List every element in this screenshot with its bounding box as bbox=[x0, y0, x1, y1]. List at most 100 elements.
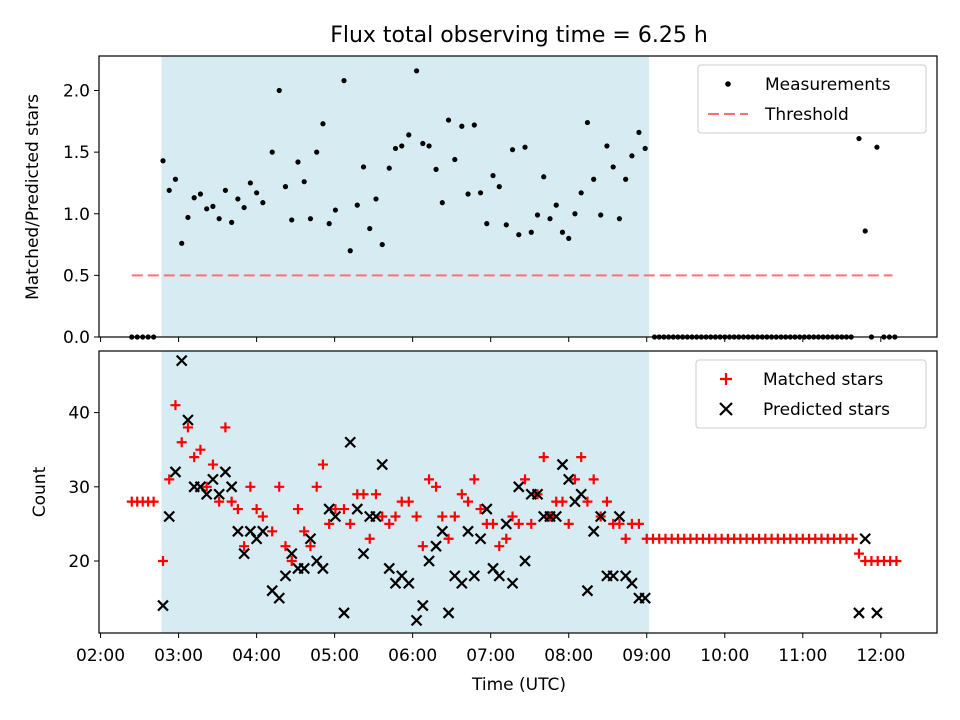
measurement-point-67 bbox=[559, 229, 566, 235]
matched-star-marker-7 bbox=[170, 400, 181, 411]
measurement-point-35 bbox=[354, 202, 360, 208]
bottom-x-tick-label-4: 06:00 bbox=[388, 646, 437, 666]
measurement-point-25 bbox=[289, 217, 295, 223]
measurement-point-76 bbox=[616, 216, 623, 222]
measurement-point-60 bbox=[516, 232, 522, 238]
measurement-point-7 bbox=[172, 176, 179, 182]
measurement-point-48 bbox=[439, 200, 445, 206]
bottom-x-axis-label: Time (UTC) bbox=[471, 675, 566, 695]
measurement-point-61 bbox=[522, 144, 528, 150]
matched-star-marker-15 bbox=[220, 422, 231, 433]
matched-star-marker-27 bbox=[299, 526, 310, 537]
predicted-star-marker-13 bbox=[238, 547, 250, 560]
predicted-star-marker-78 bbox=[871, 607, 883, 619]
matched-star-marker-22 bbox=[267, 526, 278, 537]
measurement-point-10 bbox=[191, 195, 197, 201]
predicted-star-marker-42 bbox=[430, 540, 442, 552]
predicted-star-marker-30 bbox=[351, 503, 364, 515]
measurement-point-26 bbox=[295, 159, 301, 165]
predicted-star-marker-77 bbox=[859, 532, 871, 545]
predicted-star-marker-4 bbox=[182, 414, 194, 426]
matched-star-marker-29 bbox=[311, 481, 322, 492]
matched-star-marker-9 bbox=[182, 422, 193, 433]
bottom-x-tick-label-9: 11:00 bbox=[778, 646, 827, 666]
predicted-star-markers bbox=[157, 354, 883, 627]
predicted-star-marker-49 bbox=[474, 532, 487, 545]
measurement-point-13 bbox=[210, 203, 216, 209]
measurement-point-30 bbox=[320, 121, 326, 127]
measurement-point-52 bbox=[465, 191, 471, 197]
measurement-point-70 bbox=[578, 190, 584, 196]
bottom-legend-box bbox=[695, 359, 927, 429]
matched-star-marker-72 bbox=[588, 474, 599, 485]
matched-star-marker-79 bbox=[633, 518, 644, 529]
matched-star-marker-17 bbox=[232, 504, 243, 515]
predicted-star-marker-20 bbox=[285, 547, 298, 560]
measurement-point-64 bbox=[541, 174, 547, 180]
measurement-point-33 bbox=[341, 78, 347, 84]
predicted-star-marker-10 bbox=[219, 466, 232, 478]
matched-star-marker-18 bbox=[239, 541, 250, 552]
matched-star-marker-32 bbox=[330, 504, 341, 515]
matched-star-marker-5 bbox=[157, 556, 168, 567]
top-panel-frame bbox=[98, 55, 938, 338]
predicted-star-marker-33 bbox=[370, 510, 382, 523]
matched-star-marker-57 bbox=[494, 541, 505, 552]
top-y-tick-label-3: 1.5 bbox=[63, 143, 90, 163]
measurement-point-5 bbox=[160, 158, 166, 164]
predicted-star-marker-8 bbox=[207, 473, 219, 486]
measurement-point-11 bbox=[197, 191, 204, 197]
predicted-star-marker-35 bbox=[383, 562, 396, 575]
matched-star-marker-39 bbox=[377, 511, 388, 522]
matched-star-marker-14 bbox=[214, 496, 225, 507]
predicted-star-marker-12 bbox=[232, 525, 244, 538]
measurement-point-24 bbox=[282, 184, 289, 190]
matched-star-marker-113 bbox=[847, 533, 858, 544]
matched-star-marker-58 bbox=[501, 533, 512, 544]
measurement-point-41 bbox=[392, 145, 399, 152]
matched-star-marker-56 bbox=[488, 518, 499, 529]
measurement-point-31 bbox=[326, 221, 332, 227]
matched-star-marker-49 bbox=[443, 533, 454, 544]
matched-star-marker-76 bbox=[614, 518, 625, 529]
predicted-star-marker-66 bbox=[581, 584, 594, 597]
measurement-point-71 bbox=[584, 119, 591, 126]
measurement-point-73 bbox=[598, 212, 604, 218]
predicted-star-marker-28 bbox=[338, 607, 350, 619]
predicted-star-marker-63 bbox=[562, 473, 575, 486]
bottom-y-tick-label-1: 30 bbox=[68, 478, 90, 498]
matched-star-marker-31 bbox=[324, 518, 335, 529]
measurement-point-54 bbox=[477, 190, 484, 196]
predicted-star-marker-44 bbox=[442, 607, 455, 619]
predicted-star-marker-75 bbox=[639, 592, 651, 604]
matched-star-marker-25 bbox=[286, 556, 297, 567]
measurement-point-36 bbox=[360, 164, 367, 170]
matched-star-marker-37 bbox=[364, 533, 375, 544]
predicted-star-marker-50 bbox=[481, 503, 493, 515]
matched-star-marker-10 bbox=[189, 452, 200, 463]
bottom-x-axis: 02:00 03:00 04:00 05:00 06:00 07:00 08:00 09:00… bbox=[76, 633, 905, 666]
top-y-tick-label-1: 0.5 bbox=[63, 266, 90, 286]
bottom-y-tick-label-2: 40 bbox=[68, 404, 90, 424]
legend-matched-label: Matched stars bbox=[763, 370, 883, 390]
top-y-tick-label-0: 0.0 bbox=[63, 328, 90, 348]
measurement-point-28 bbox=[307, 216, 314, 222]
measurement-point-38 bbox=[373, 196, 379, 202]
matched-star-marker-36 bbox=[358, 489, 369, 500]
predicted-star-marker-7 bbox=[200, 488, 213, 501]
predicted-star-marker-27 bbox=[329, 510, 342, 523]
bottom-x-tick-label-7: 09:00 bbox=[622, 646, 671, 666]
predicted-star-marker-71 bbox=[613, 510, 626, 523]
predicted-star-marker-58 bbox=[531, 488, 544, 501]
matched-star-marker-77 bbox=[620, 533, 631, 544]
bottom-legend: Matched stars Predicted stars bbox=[695, 359, 927, 429]
matched-star-marker-26 bbox=[292, 504, 303, 515]
measurement-point-17 bbox=[235, 196, 241, 202]
predicted-star-marker-3 bbox=[175, 354, 188, 367]
measurement-point-55 bbox=[484, 221, 490, 227]
bottom-panel-frame bbox=[98, 350, 938, 634]
measurement-point-15 bbox=[222, 187, 229, 193]
measurement-point-12 bbox=[204, 206, 210, 212]
predicted-star-marker-29 bbox=[344, 436, 357, 449]
predicted-star-marker-73 bbox=[626, 577, 638, 590]
